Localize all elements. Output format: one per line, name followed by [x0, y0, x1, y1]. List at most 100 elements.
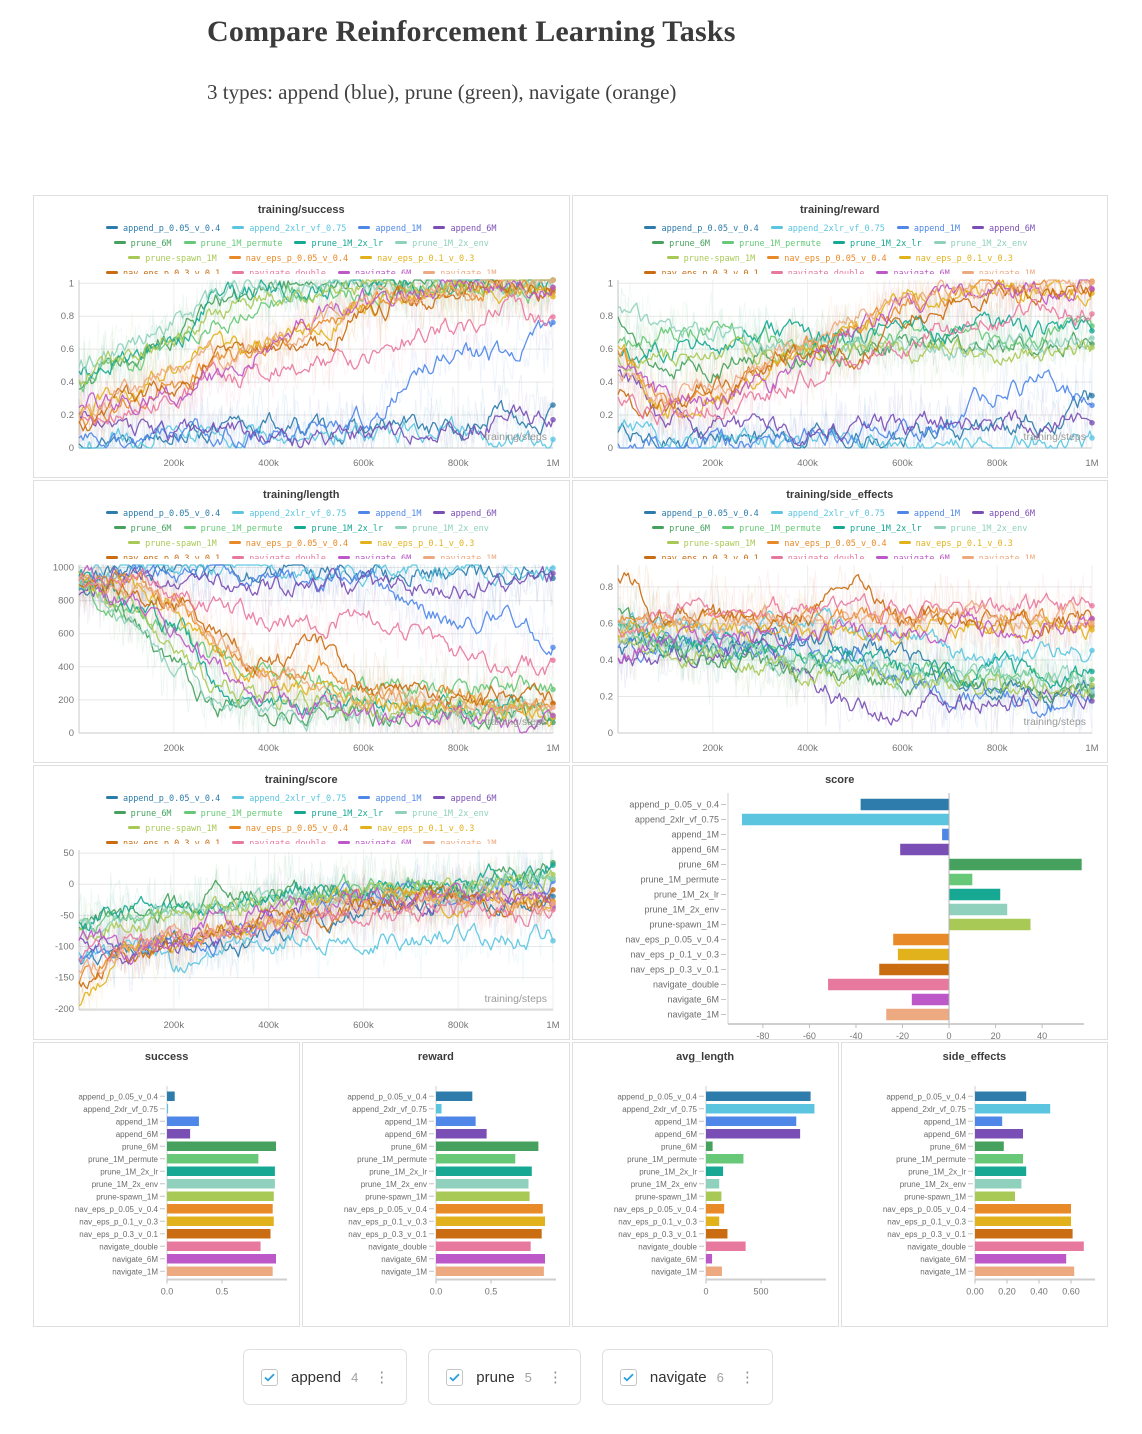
runset-checkbox[interactable] [261, 1368, 278, 1386]
bar-chart-score[interactable]: append_p_0.05_v_0.4 append_2xlr_vf_0.75ap… [578, 789, 1102, 1040]
legend-item-append-2xlr-vf-0-75[interactable]: append_2xlr_vf_0.75 [232, 222, 346, 237]
legend-item-nav-eps-p-0-1-v-0-3[interactable]: nav_eps_p_0.1_v_0.3 [360, 822, 474, 837]
legend-item-prune-1m-permute[interactable]: prune_1M_permute [722, 237, 821, 252]
legend-item-prune-spawn-1m[interactable]: prune-spawn_1M [666, 537, 755, 552]
legend-item-prune-6m[interactable]: prune_6M [652, 237, 710, 252]
legend-item-navigate-1m[interactable]: navigate_1M [423, 552, 497, 559]
legend-item-nav-eps-p-0-05-v-0-4[interactable]: nav_eps_p_0.05_v_0.4 [228, 252, 348, 267]
legend-item-prune-spawn-1m[interactable]: prune-spawn_1M [128, 822, 217, 837]
legend-item-append-2xlr-vf-0-75[interactable]: append_2xlr_vf_0.75 [770, 507, 885, 522]
legend-item-append-1m[interactable]: append_1M [358, 792, 421, 807]
legend-item-append-p-0-05-v-0-4[interactable]: append_p_0.05_v_0.4 [105, 507, 220, 522]
legend-item-append-1m[interactable]: append_1M [896, 222, 960, 237]
kebab-menu-icon[interactable]: ⋮ [374, 1368, 390, 1386]
svg-text:nav_eps_p_0.1_v_0.3: nav_eps_p_0.1_v_0.3 [887, 1217, 966, 1226]
legend-item-prune-1m-permute[interactable]: prune_1M_permute [183, 237, 282, 252]
svg-text:0: 0 [69, 443, 74, 454]
legend-item-navigate-double[interactable]: navigate_double [232, 837, 326, 844]
legend-item-navigate-1m[interactable]: navigate_1M [423, 837, 497, 844]
legend-item-append-6m[interactable]: append_6M [433, 222, 497, 237]
legend-item-append-p-0-05-v-0-4[interactable]: append_p_0.05_v_0.4 [644, 222, 759, 237]
legend-item-prune-spawn-1m[interactable]: prune-spawn_1M [128, 252, 217, 267]
line-chart-training-length[interactable]: 0 200 400 600 800 1000 200k 400k 600k 800k 1M train… [39, 559, 563, 759]
legend-item-nav-eps-p-0-05-v-0-4[interactable]: nav_eps_p_0.05_v_0.4 [228, 537, 348, 552]
line-chart-training-side-effects[interactable]: 0 0.2 0.4 0.6 0.8 200k 400k 600k 800k 1M training/… [578, 559, 1102, 759]
legend-item-nav-eps-p-0-3-v-0-1[interactable]: nav_eps_p_0.3_v_0.1 [644, 552, 759, 559]
legend-item-prune-1m-2x-lr[interactable]: prune_1M_2x_lr [294, 237, 383, 252]
bar-chart-avg-length[interactable]: append_p_0.05_v_0.4 append_2xlr_vf_0.75ap… [576, 1066, 835, 1304]
legend-item-navigate-6m[interactable]: navigate_6M [337, 837, 411, 844]
legend-item-append-p-0-05-v-0-4[interactable]: append_p_0.05_v_0.4 [105, 222, 220, 237]
legend-item-navigate-1m[interactable]: navigate_1M [961, 267, 1035, 274]
legend-item-nav-eps-p-0-1-v-0-3[interactable]: nav_eps_p_0.1_v_0.3 [898, 252, 1013, 267]
legend-item-prune-1m-permute[interactable]: prune_1M_permute [722, 522, 821, 537]
legend-item-navigate-double[interactable]: navigate_double [770, 552, 864, 559]
legend-item-prune-1m-2x-lr[interactable]: prune_1M_2x_lr [832, 522, 922, 537]
legend-item-prune-1m-2x-lr[interactable]: prune_1M_2x_lr [294, 807, 383, 822]
legend-item-nav-eps-p-0-05-v-0-4[interactable]: nav_eps_p_0.05_v_0.4 [228, 822, 348, 837]
legend-item-append-6m[interactable]: append_6M [971, 222, 1035, 237]
legend-item-navigate-6m[interactable]: navigate_6M [337, 552, 411, 559]
legend-row: prune_6M prune_1M_permute prune_1M_2x_lr pr… [577, 237, 1104, 252]
runset-chip-append[interactable]: append 4 ⋮ [243, 1349, 408, 1405]
legend-item-prune-1m-2x-env[interactable]: prune_1M_2x_env [933, 522, 1027, 537]
bar-chart-side-effects[interactable]: append_p_0.05_v_0.4 append_2xlr_vf_0.75ap… [845, 1066, 1104, 1304]
kebab-menu-icon[interactable]: ⋮ [547, 1368, 563, 1386]
bar-chart-reward[interactable]: append_p_0.05_v_0.4 append_2xlr_vf_0.75ap… [306, 1066, 565, 1304]
legend-item-navigate-1m[interactable]: navigate_1M [961, 552, 1035, 559]
kebab-menu-icon[interactable]: ⋮ [739, 1368, 755, 1386]
legend-item-navigate-6m[interactable]: navigate_6M [337, 267, 411, 274]
legend-item-nav-eps-p-0-1-v-0-3[interactable]: nav_eps_p_0.1_v_0.3 [898, 537, 1013, 552]
runset-checkbox[interactable] [446, 1368, 464, 1386]
legend-item-nav-eps-p-0-3-v-0-1[interactable]: nav_eps_p_0.3_v_0.1 [105, 837, 220, 844]
legend-item-prune-1m-2x-env[interactable]: prune_1M_2x_env [395, 237, 489, 252]
line-chart-training-score[interactable]: -200 -150 -100 -50 0 50 200k 400k 600k 800k 1M trai… [39, 844, 563, 1036]
legend-item-nav-eps-p-0-1-v-0-3[interactable]: nav_eps_p_0.1_v_0.3 [360, 252, 474, 267]
legend-item-append-2xlr-vf-0-75[interactable]: append_2xlr_vf_0.75 [232, 507, 346, 522]
legend-item-prune-1m-2x-lr[interactable]: prune_1M_2x_lr [294, 522, 383, 537]
legend-item-prune-1m-permute[interactable]: prune_1M_permute [183, 807, 282, 822]
legend-item-nav-eps-p-0-3-v-0-1[interactable]: nav_eps_p_0.3_v_0.1 [105, 552, 220, 559]
legend-item-append-1m[interactable]: append_1M [358, 507, 421, 522]
runset-checkbox[interactable] [619, 1368, 637, 1386]
legend-item-append-6m[interactable]: append_6M [433, 792, 497, 807]
legend-dash-icon [876, 556, 889, 559]
legend-item-append-p-0-05-v-0-4[interactable]: append_p_0.05_v_0.4 [644, 507, 759, 522]
legend-item-prune-spawn-1m[interactable]: prune-spawn_1M [128, 537, 217, 552]
legend-item-prune-1m-2x-lr[interactable]: prune_1M_2x_lr [832, 237, 922, 252]
legend-item-append-1m[interactable]: append_1M [358, 222, 421, 237]
legend-item-prune-1m-permute[interactable]: prune_1M_permute [183, 522, 282, 537]
legend-item-append-2xlr-vf-0-75[interactable]: append_2xlr_vf_0.75 [232, 792, 346, 807]
legend-item-prune-1m-2x-env[interactable]: prune_1M_2x_env [395, 522, 489, 537]
legend-item-navigate-6m[interactable]: navigate_6M [876, 552, 950, 559]
legend-item-append-6m[interactable]: append_6M [433, 507, 497, 522]
legend-item-nav-eps-p-0-05-v-0-4[interactable]: nav_eps_p_0.05_v_0.4 [767, 537, 887, 552]
runset-chip-navigate[interactable]: navigate 6 ⋮ [601, 1349, 773, 1405]
line-chart-training-success[interactable]: 0 0.2 0.4 0.6 0.8 1 200k 400k 600k 800k 1M training… [39, 274, 563, 474]
legend-item-navigate-6m[interactable]: navigate_6M [876, 267, 950, 274]
legend-item-nav-eps-p-0-05-v-0-4[interactable]: nav_eps_p_0.05_v_0.4 [767, 252, 887, 267]
line-chart-training-reward[interactable]: 0 0.2 0.4 0.6 0.8 1 200k 400k 600k 800k 1M training… [578, 274, 1102, 474]
bar-chart-success[interactable]: append_p_0.05_v_0.4 append_2xlr_vf_0.75ap… [37, 1066, 296, 1304]
legend-item-append-6m[interactable]: append_6M [971, 507, 1035, 522]
runset-chip-prune[interactable]: prune 5 ⋮ [428, 1349, 581, 1405]
legend-item-prune-6m[interactable]: prune_6M [113, 807, 172, 822]
legend-item-prune-1m-2x-env[interactable]: prune_1M_2x_env [933, 237, 1027, 252]
legend-item-navigate-double[interactable]: navigate_double [232, 267, 326, 274]
legend-item-prune-spawn-1m[interactable]: prune-spawn_1M [666, 252, 755, 267]
legend-item-prune-6m[interactable]: prune_6M [113, 237, 172, 252]
legend-item-navigate-double[interactable]: navigate_double [770, 267, 864, 274]
legend-dash-icon [961, 556, 974, 559]
legend-item-append-2xlr-vf-0-75[interactable]: append_2xlr_vf_0.75 [770, 222, 885, 237]
legend-item-nav-eps-p-0-3-v-0-1[interactable]: nav_eps_p_0.3_v_0.1 [644, 267, 759, 274]
legend-item-append-1m[interactable]: append_1M [896, 507, 960, 522]
legend-item-nav-eps-p-0-3-v-0-1[interactable]: nav_eps_p_0.3_v_0.1 [105, 267, 220, 274]
legend-item-nav-eps-p-0-1-v-0-3[interactable]: nav_eps_p_0.1_v_0.3 [360, 537, 474, 552]
legend-item-prune-6m[interactable]: prune_6M [652, 522, 710, 537]
legend-dash-icon [767, 541, 780, 544]
legend-item-prune-1m-2x-env[interactable]: prune_1M_2x_env [395, 807, 489, 822]
legend-item-prune-6m[interactable]: prune_6M [113, 522, 172, 537]
legend-item-navigate-double[interactable]: navigate_double [232, 552, 326, 559]
legend-item-navigate-1m[interactable]: navigate_1M [423, 267, 497, 274]
legend-item-append-p-0-05-v-0-4[interactable]: append_p_0.05_v_0.4 [105, 792, 220, 807]
